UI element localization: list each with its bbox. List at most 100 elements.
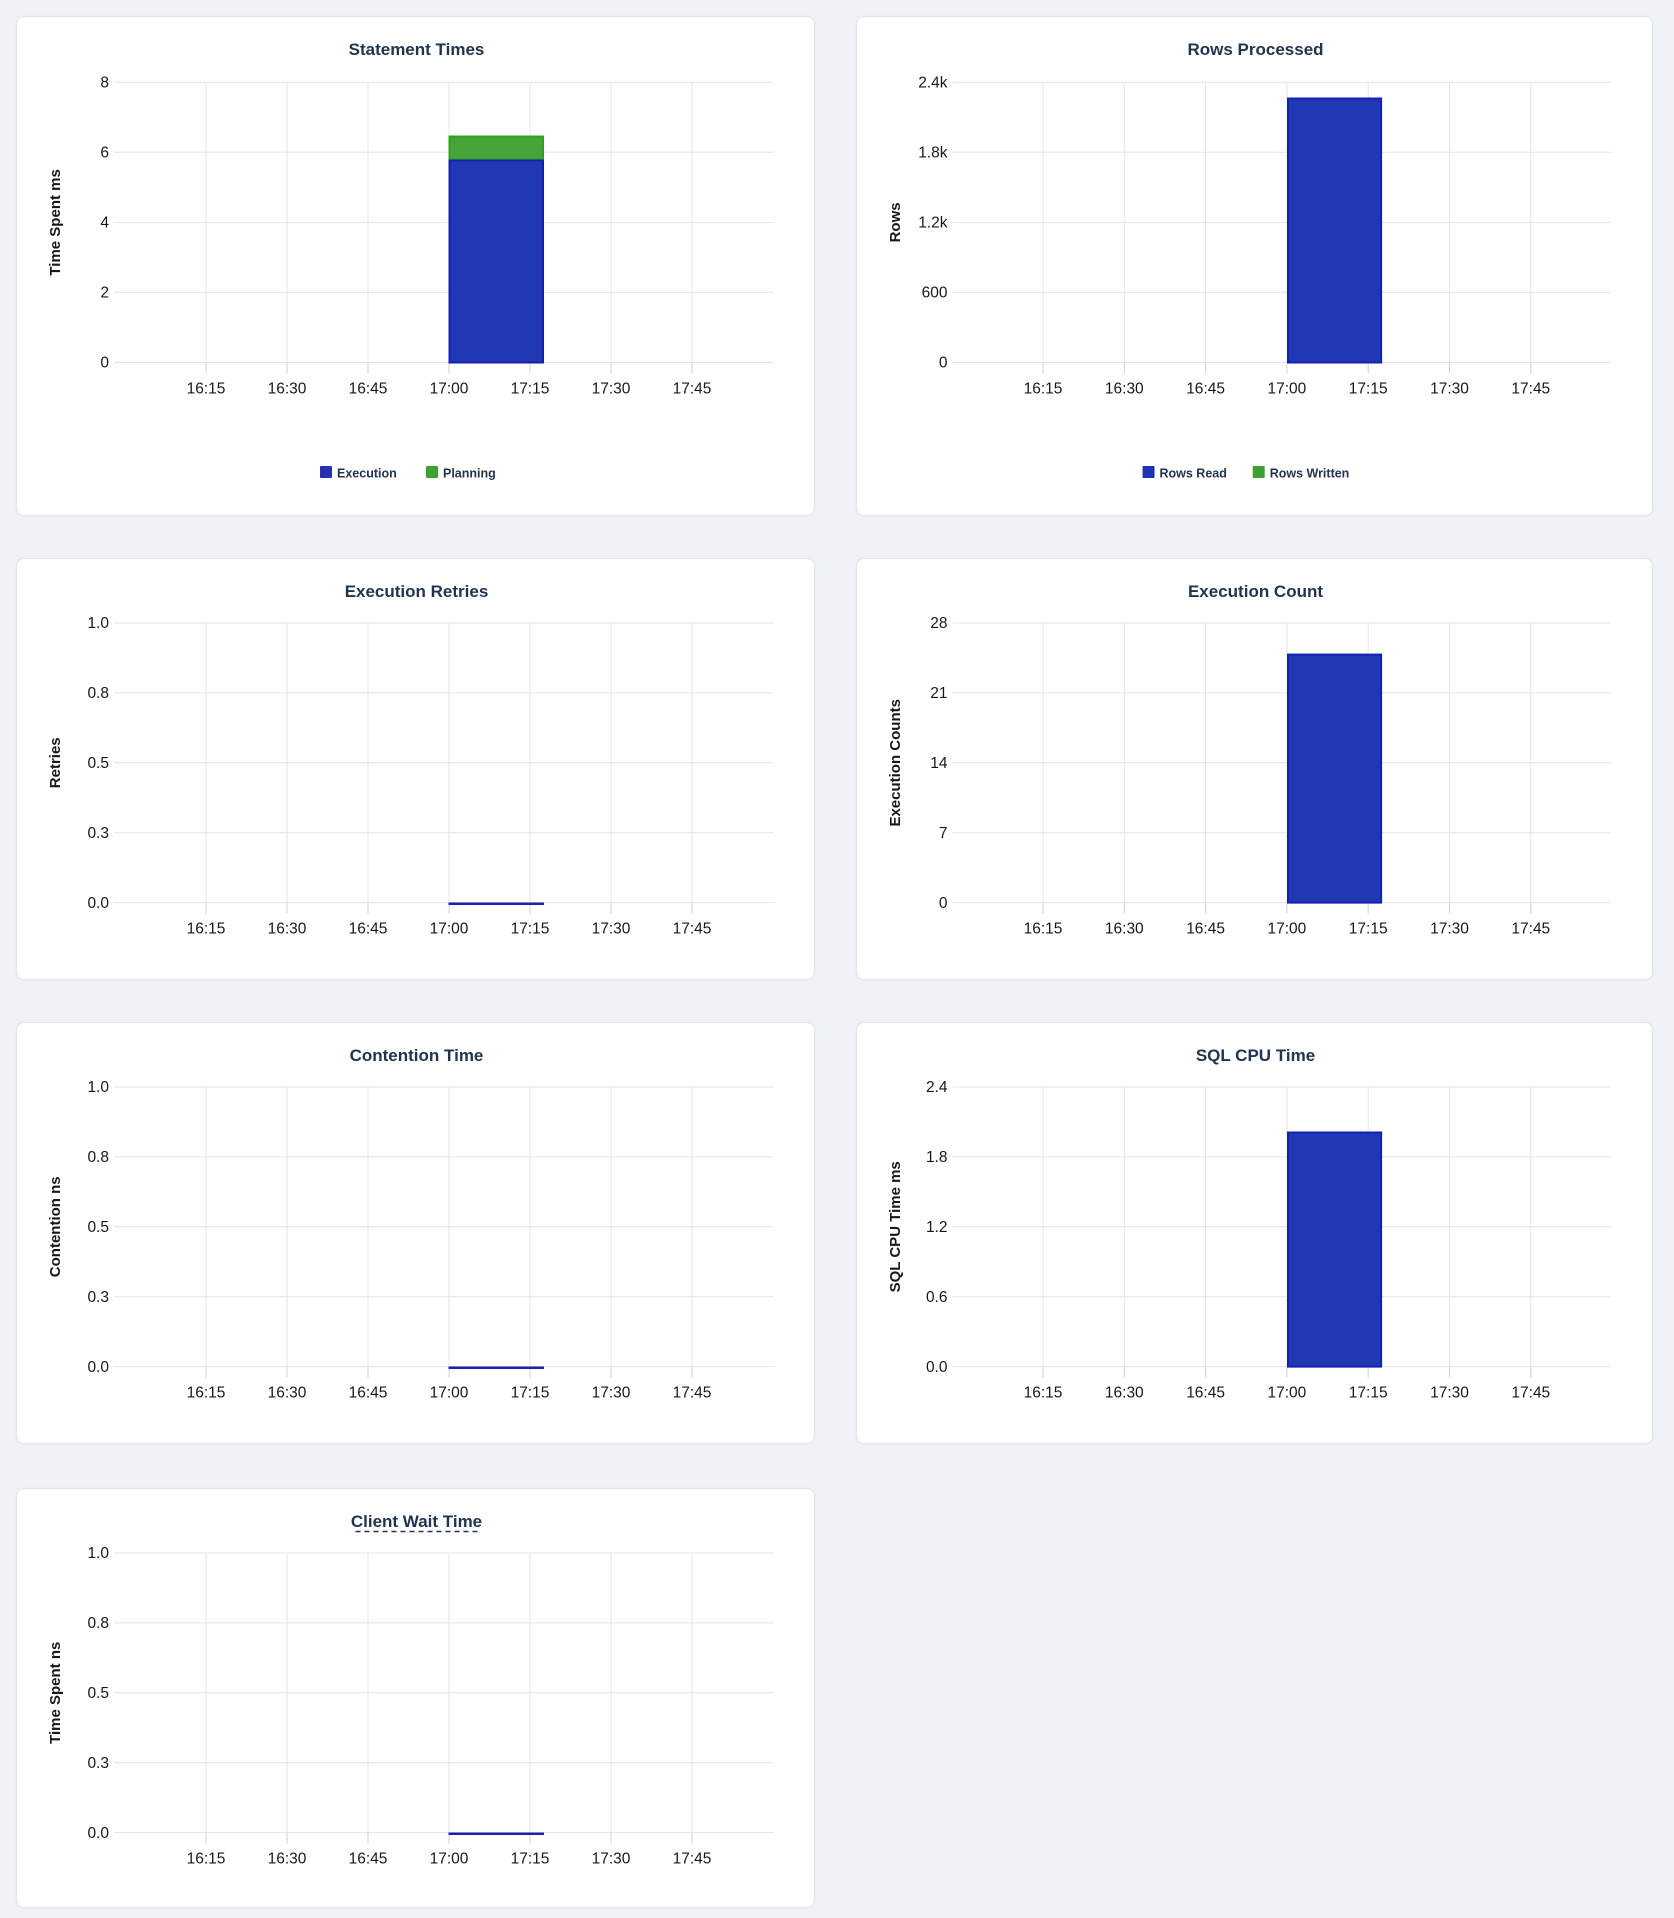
- svg-text:16:15: 16:15: [187, 1851, 226, 1868]
- svg-text:17:30: 17:30: [592, 1385, 631, 1402]
- svg-text:Rows Read: Rows Read: [1160, 467, 1227, 481]
- svg-text:17:00: 17:00: [1268, 381, 1307, 398]
- svg-text:7: 7: [939, 825, 948, 842]
- svg-text:16:45: 16:45: [1186, 381, 1225, 398]
- svg-text:0.6: 0.6: [926, 1289, 948, 1306]
- svg-text:17:30: 17:30: [592, 1851, 631, 1868]
- svg-text:17:45: 17:45: [1511, 381, 1550, 398]
- svg-text:2.4: 2.4: [926, 1079, 948, 1096]
- svg-text:16:15: 16:15: [187, 381, 226, 398]
- svg-text:16:15: 16:15: [1024, 1385, 1063, 1402]
- svg-text:16:45: 16:45: [349, 921, 388, 938]
- svg-text:Time Spent ms: Time Spent ms: [47, 169, 64, 275]
- svg-text:16:45: 16:45: [349, 1851, 388, 1868]
- svg-text:17:30: 17:30: [592, 381, 631, 398]
- svg-text:1.0: 1.0: [87, 1079, 109, 1096]
- svg-text:Rows: Rows: [887, 202, 904, 242]
- svg-text:16:30: 16:30: [268, 921, 307, 938]
- svg-text:16:30: 16:30: [1105, 1385, 1144, 1402]
- svg-text:16:45: 16:45: [349, 381, 388, 398]
- svg-text:Contention Time: Contention Time: [350, 1046, 484, 1065]
- svg-text:SQL CPU Time: SQL CPU Time: [1196, 1046, 1315, 1065]
- svg-text:0.5: 0.5: [87, 755, 109, 772]
- svg-text:2.4k: 2.4k: [918, 75, 948, 92]
- svg-text:14: 14: [930, 755, 948, 772]
- svg-text:1.2k: 1.2k: [918, 215, 948, 232]
- svg-text:1.8k: 1.8k: [918, 145, 948, 162]
- svg-text:17:45: 17:45: [673, 1385, 712, 1402]
- svg-text:0.3: 0.3: [87, 1755, 109, 1772]
- svg-text:0.0: 0.0: [87, 1825, 109, 1842]
- svg-text:16:30: 16:30: [1105, 921, 1144, 938]
- svg-text:0: 0: [100, 355, 109, 372]
- svg-text:17:45: 17:45: [1511, 921, 1550, 938]
- svg-text:600: 600: [922, 285, 948, 302]
- svg-text:Rows Processed: Rows Processed: [1187, 40, 1323, 59]
- svg-text:17:00: 17:00: [430, 1385, 469, 1402]
- svg-text:17:45: 17:45: [1511, 1385, 1550, 1402]
- svg-text:Execution Retries: Execution Retries: [345, 582, 489, 601]
- svg-text:16:30: 16:30: [268, 381, 307, 398]
- svg-text:6: 6: [100, 145, 109, 162]
- svg-text:17:15: 17:15: [1349, 381, 1388, 398]
- svg-text:4: 4: [100, 215, 109, 232]
- svg-text:0.5: 0.5: [87, 1219, 109, 1236]
- svg-text:17:15: 17:15: [511, 1851, 550, 1868]
- svg-text:8: 8: [100, 75, 109, 92]
- svg-text:17:45: 17:45: [673, 921, 712, 938]
- svg-text:0.0: 0.0: [87, 895, 109, 912]
- svg-text:Statement Times: Statement Times: [349, 40, 485, 59]
- svg-text:Retries: Retries: [47, 737, 64, 788]
- svg-text:16:15: 16:15: [1024, 381, 1063, 398]
- svg-text:1.0: 1.0: [87, 1545, 109, 1562]
- svg-text:17:00: 17:00: [430, 921, 469, 938]
- svg-text:16:45: 16:45: [349, 1385, 388, 1402]
- svg-text:Time Spent ns: Time Spent ns: [47, 1642, 64, 1744]
- svg-text:2: 2: [100, 285, 109, 302]
- svg-text:17:30: 17:30: [1430, 381, 1469, 398]
- svg-text:17:15: 17:15: [1349, 921, 1388, 938]
- svg-text:17:30: 17:30: [592, 921, 631, 938]
- svg-text:0.0: 0.0: [87, 1359, 109, 1376]
- svg-text:17:45: 17:45: [673, 381, 712, 398]
- svg-text:16:15: 16:15: [187, 1385, 226, 1402]
- svg-text:17:00: 17:00: [1268, 921, 1307, 938]
- svg-text:28: 28: [930, 615, 947, 632]
- svg-text:0.8: 0.8: [87, 1615, 109, 1632]
- svg-text:Execution Counts: Execution Counts: [887, 699, 904, 827]
- svg-text:16:15: 16:15: [187, 921, 226, 938]
- svg-text:1.8: 1.8: [926, 1149, 948, 1166]
- svg-text:0.5: 0.5: [87, 1685, 109, 1702]
- svg-text:17:15: 17:15: [511, 381, 550, 398]
- svg-text:17:30: 17:30: [1430, 921, 1469, 938]
- svg-text:16:30: 16:30: [268, 1851, 307, 1868]
- svg-text:Rows Written: Rows Written: [1270, 467, 1350, 481]
- svg-text:17:00: 17:00: [430, 381, 469, 398]
- svg-text:0.8: 0.8: [87, 1149, 109, 1166]
- svg-text:SQL CPU Time ms: SQL CPU Time ms: [887, 1161, 904, 1292]
- svg-text:17:45: 17:45: [673, 1851, 712, 1868]
- svg-text:16:30: 16:30: [1105, 381, 1144, 398]
- svg-text:0: 0: [939, 355, 948, 372]
- svg-text:17:30: 17:30: [1430, 1385, 1469, 1402]
- svg-text:Planning: Planning: [443, 467, 496, 481]
- svg-text:17:00: 17:00: [430, 1851, 469, 1868]
- svg-text:16:30: 16:30: [268, 1385, 307, 1402]
- svg-text:17:15: 17:15: [1349, 1385, 1388, 1402]
- svg-text:0.8: 0.8: [87, 685, 109, 702]
- svg-text:16:15: 16:15: [1024, 921, 1063, 938]
- svg-text:1.2: 1.2: [926, 1219, 948, 1236]
- svg-text:Contention ns: Contention ns: [47, 1176, 64, 1277]
- svg-text:1.0: 1.0: [87, 615, 109, 632]
- svg-text:16:45: 16:45: [1186, 1385, 1225, 1402]
- svg-text:17:00: 17:00: [1268, 1385, 1307, 1402]
- svg-text:Execution: Execution: [337, 467, 397, 481]
- svg-text:0: 0: [939, 895, 948, 912]
- svg-text:17:15: 17:15: [511, 1385, 550, 1402]
- svg-text:0.3: 0.3: [87, 1289, 109, 1306]
- svg-text:Execution Count: Execution Count: [1188, 582, 1323, 601]
- svg-text:0.3: 0.3: [87, 825, 109, 842]
- svg-text:Client Wait Time: Client Wait Time: [351, 1512, 482, 1531]
- svg-text:0.0: 0.0: [926, 1359, 948, 1376]
- svg-text:17:15: 17:15: [511, 921, 550, 938]
